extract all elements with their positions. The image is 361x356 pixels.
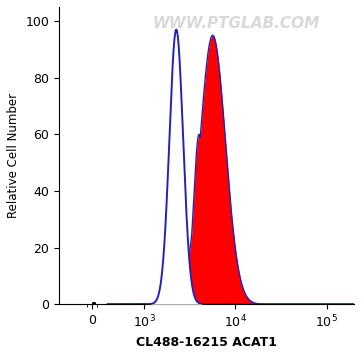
Text: WWW.PTGLAB.COM: WWW.PTGLAB.COM [152, 16, 320, 31]
X-axis label: CL488-16215 ACAT1: CL488-16215 ACAT1 [136, 336, 277, 349]
Y-axis label: Relative Cell Number: Relative Cell Number [7, 93, 20, 218]
